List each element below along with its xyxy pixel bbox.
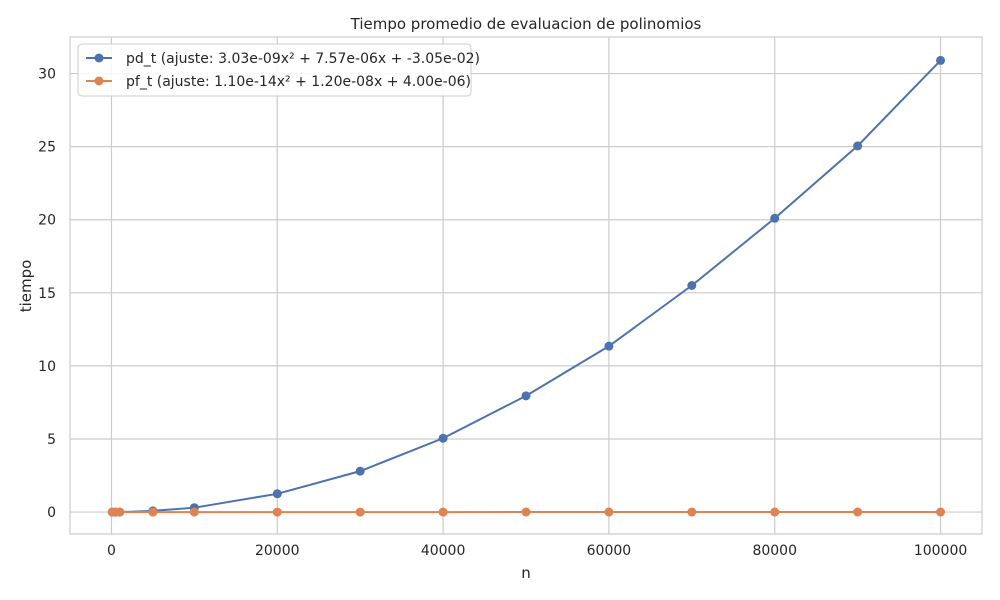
legend-label-pd-t: pd_t (ajuste: 3.03e-09x² + 7.57e-06x + -… — [126, 51, 480, 67]
legend-label-pf-t: pf_t (ajuste: 1.10e-14x² + 1.20e-08x + 4… — [126, 74, 471, 90]
data-point-pd-t — [438, 433, 448, 443]
data-point-pd-t — [770, 213, 780, 223]
y-tick-label: 5 — [47, 432, 56, 448]
y-tick-label: 25 — [38, 140, 56, 156]
x-tick-label: 60000 — [587, 543, 632, 559]
data-point-pf-t — [355, 507, 365, 517]
data-point-pf-t — [438, 507, 448, 517]
legend: pd_t (ajuste: 3.03e-09x² + 7.57e-06x + -… — [77, 43, 480, 97]
data-point-pd-t — [521, 391, 531, 401]
y-tick-label: 30 — [38, 67, 56, 83]
plot-area-frame — [69, 36, 983, 535]
data-point-pd-t — [853, 141, 863, 151]
data-point-pf-t — [604, 507, 614, 517]
data-point-pf-t — [148, 507, 158, 517]
x-axis-label: n — [521, 564, 531, 582]
data-point-pf-t — [115, 507, 125, 517]
y-tick-label: 10 — [38, 359, 56, 375]
y-tick-label: 20 — [38, 213, 56, 229]
legend-marker-dot-pf-t — [94, 76, 104, 86]
data-point-pd-t — [936, 55, 946, 65]
data-point-pf-t — [853, 507, 863, 517]
x-tick-label: 0 — [107, 543, 116, 559]
x-tick-label: 20000 — [255, 543, 300, 559]
tick-labels: 0 20000 40000 60000 80000 100000 0 5 10 15 20 25 30 — [38, 67, 967, 559]
data-point-pf-t — [687, 507, 697, 517]
data-point-pf-t — [936, 507, 946, 517]
data-point-pd-t — [687, 281, 697, 290]
y-tick-label: 15 — [38, 286, 56, 302]
data-point-pd-t — [272, 489, 282, 499]
legend-marker-dot-pd-t — [94, 53, 104, 63]
data-point-pd-t — [355, 466, 365, 476]
data-point-pf-t — [189, 507, 199, 517]
data-point-pd-t — [604, 341, 614, 351]
x-tick-label: 80000 — [752, 543, 797, 559]
y-tick-label: 0 — [47, 505, 56, 521]
x-tick-label: 40000 — [421, 543, 466, 559]
y-axis-label: tiempo — [17, 260, 35, 313]
series-layer — [107, 55, 946, 517]
x-tick-label: 100000 — [914, 543, 967, 559]
data-point-pf-t — [770, 507, 780, 517]
chart-title: Tiempo promedio de evaluacion de polinom… — [350, 15, 702, 33]
data-point-pf-t — [521, 507, 531, 517]
data-point-pf-t — [272, 507, 282, 517]
legend-box — [77, 43, 472, 97]
